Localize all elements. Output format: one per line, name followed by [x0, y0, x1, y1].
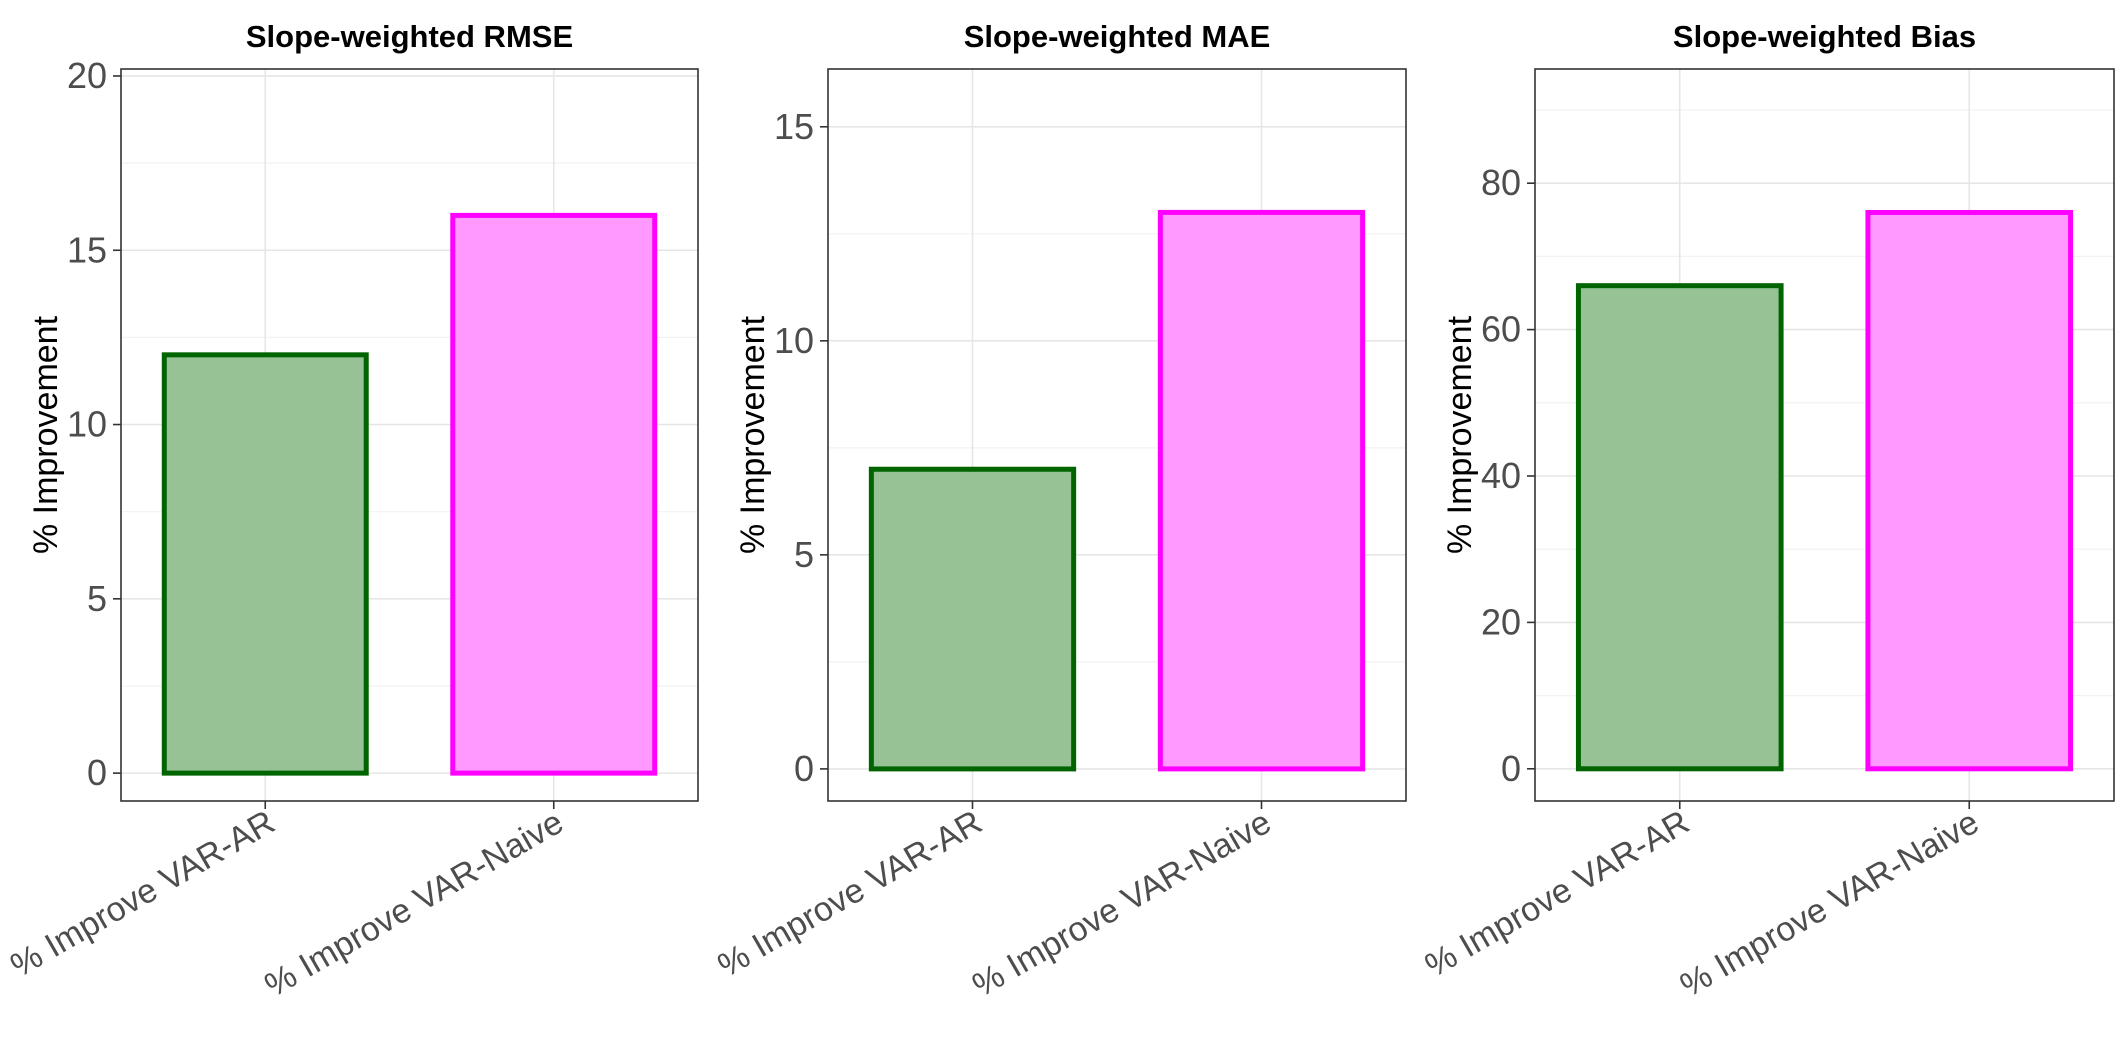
bar-var-ar — [161, 352, 369, 776]
y-tick-label: 80 — [1481, 162, 1521, 203]
y-tick-label: 0 — [794, 748, 814, 789]
y-tick-label: 5 — [794, 534, 814, 575]
x-tick-label: % Improve VAR-AR — [4, 803, 281, 985]
y-axis-label: % Improvement — [1441, 315, 1479, 554]
chart-title: Slope-weighted RMSE — [246, 19, 573, 54]
x-tick-label: % Improve VAR-Naive — [258, 803, 569, 1005]
y-tick-label: 40 — [1481, 455, 1521, 496]
bar-var-ar — [868, 466, 1077, 772]
panel-border — [827, 68, 1407, 802]
chart-title: Slope-weighted Bias — [1673, 19, 1976, 54]
panel-2: 0 5 10 15 % Improve VAR-AR% Improve VAR-Naiv… — [712, 19, 1407, 1005]
y-tick-label: 15 — [774, 106, 814, 147]
chart-title: Slope-weighted MAE — [964, 19, 1271, 54]
y-tick-label: 0 — [87, 752, 107, 793]
y-tick-label: 20 — [1481, 601, 1521, 642]
y-tick-label: 10 — [774, 320, 814, 361]
y-tick-label: 20 — [67, 55, 107, 96]
bar-var-naive — [1157, 209, 1366, 772]
x-tick-label: % Improve VAR-AR — [712, 803, 989, 985]
y-tick-label: 15 — [67, 229, 107, 270]
panel-1: 0 5 10 15 20 % Improve VAR-AR% Improve VAR-Na… — [4, 19, 699, 1005]
bar-var-naive — [1865, 209, 2074, 772]
panel-border — [1534, 68, 2115, 802]
y-axis-label: % Improvement — [734, 315, 772, 554]
x-tick-label: % Improve VAR-Naive — [1674, 803, 1985, 1005]
panel-3: 0 20 40 60 80 % Improve VAR-AR% Improve VAR-N… — [1419, 19, 2115, 1005]
x-tick-label: % Improve VAR-AR — [1419, 803, 1696, 985]
x-tick-label: % Improve VAR-Naive — [966, 803, 1277, 1005]
y-tick-label: 60 — [1481, 309, 1521, 350]
y-tick-label: 10 — [67, 404, 107, 445]
y-tick-label: 0 — [1501, 748, 1521, 789]
bar-var-naive — [450, 212, 658, 776]
panel-border — [120, 68, 699, 802]
bar-var-ar — [1575, 283, 1784, 772]
y-tick-label: 5 — [87, 578, 107, 619]
y-axis-label: % Improvement — [27, 315, 65, 554]
